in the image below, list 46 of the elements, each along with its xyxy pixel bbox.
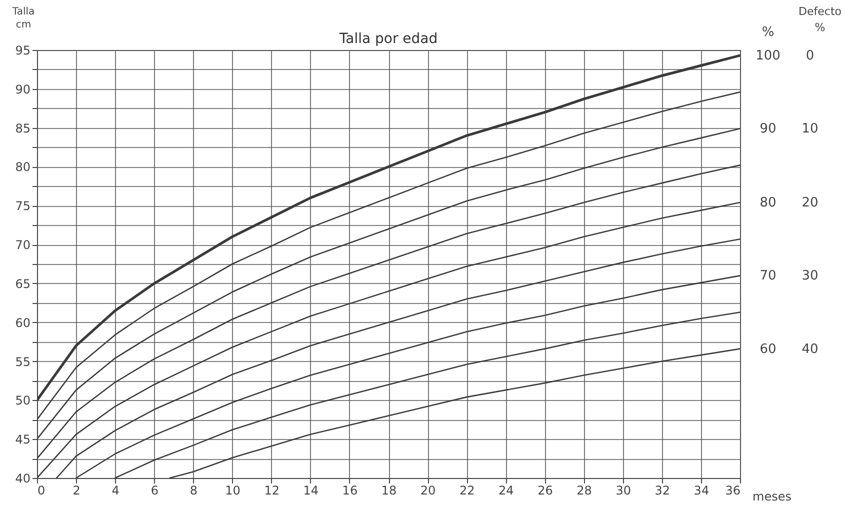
x-tick-label: 22 — [459, 484, 475, 498]
y-tick-label: 60 — [15, 316, 30, 330]
y-tick-label: 45 — [15, 432, 30, 447]
x-tick-label: 30 — [616, 484, 631, 498]
series-label: 100 — [756, 48, 780, 64]
x-tick-label: 2 — [72, 484, 80, 498]
y-tick-label: 90 — [15, 82, 30, 96]
text: 10 — [802, 122, 818, 137]
x-tick-label: 12 — [264, 484, 280, 498]
series-label: 80 — [760, 196, 776, 211]
y-tick-label: 50 — [15, 394, 30, 408]
x-tick-label: 8 — [190, 484, 198, 498]
x-tick-label: 0 — [38, 484, 46, 498]
text: 20 — [802, 196, 818, 211]
x-tick-label: 6 — [150, 484, 158, 498]
x-tick-label: 34 — [694, 484, 710, 498]
y-tick-label: 65 — [15, 276, 30, 291]
x-tick-label: 20 — [420, 484, 436, 498]
x-tick-label: 16 — [342, 484, 358, 498]
x-tick-label: 32 — [654, 484, 670, 498]
y-tick-label: 80 — [15, 160, 30, 174]
y-axis-title: Talla cm — [11, 6, 35, 30]
y-tick-label: 55 — [15, 354, 30, 369]
y-tick-label: 40 — [15, 472, 30, 486]
x-tick-label: 10 — [225, 484, 240, 498]
x-tick-label: 36 — [725, 484, 740, 498]
text: Defecto % — [798, 5, 842, 34]
legend-title: % — [762, 25, 774, 40]
x-tick-label: 28 — [576, 484, 592, 498]
chart-title: Talla por edad — [338, 31, 438, 47]
y-tick-label: 85 — [15, 121, 30, 136]
x-tick-label: 4 — [112, 484, 120, 498]
x-tick-label: 14 — [303, 484, 319, 498]
x-tick-label: 24 — [498, 484, 514, 498]
series-label: 90 — [760, 122, 776, 137]
x-tick-label: 18 — [381, 484, 397, 498]
x-axis-title: meses — [752, 490, 792, 504]
y-tick-label: 95 — [15, 44, 30, 58]
text: 40 — [802, 342, 818, 357]
series-label: 60 — [760, 342, 776, 357]
y-tick-label: 75 — [15, 199, 30, 214]
y-tick-label: 70 — [15, 238, 30, 252]
text: 0 — [806, 48, 814, 64]
series-label: 70 — [760, 268, 776, 284]
text: 30 — [802, 268, 818, 284]
x-tick-label: 26 — [538, 484, 553, 498]
